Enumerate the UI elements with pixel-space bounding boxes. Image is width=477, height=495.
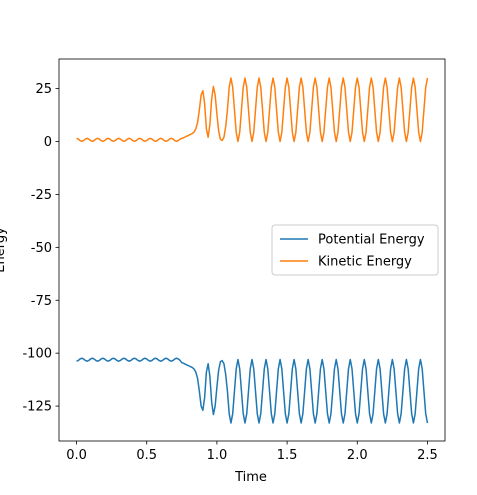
legend-label: Potential Energy bbox=[318, 233, 425, 248]
y-tick-label: -75 bbox=[31, 294, 52, 309]
x-tick-label: 0.5 bbox=[136, 448, 157, 463]
y-axis-label: Energy bbox=[0, 227, 8, 273]
line-series bbox=[76, 77, 429, 143]
y-tick-label: 25 bbox=[35, 82, 52, 97]
y-tick-label: 0 bbox=[44, 135, 52, 150]
y-tick-label: -125 bbox=[22, 400, 52, 415]
plot-frame bbox=[58, 58, 446, 442]
x-tick-label: 2.5 bbox=[417, 448, 438, 463]
line-series bbox=[76, 357, 429, 424]
x-tick-label: 1.0 bbox=[207, 448, 228, 463]
y-tick-label: -100 bbox=[22, 347, 52, 362]
legend-label: Kinetic Energy bbox=[318, 255, 412, 270]
y-tick-label: -25 bbox=[31, 188, 52, 203]
x-tick-label: 0.0 bbox=[66, 448, 87, 463]
x-axis-label: Time bbox=[234, 470, 267, 485]
legend-box bbox=[271, 224, 439, 276]
y-tick-label: -50 bbox=[31, 241, 52, 256]
x-tick-label: 2.0 bbox=[347, 448, 368, 463]
x-tick-label: 1.5 bbox=[277, 448, 298, 463]
